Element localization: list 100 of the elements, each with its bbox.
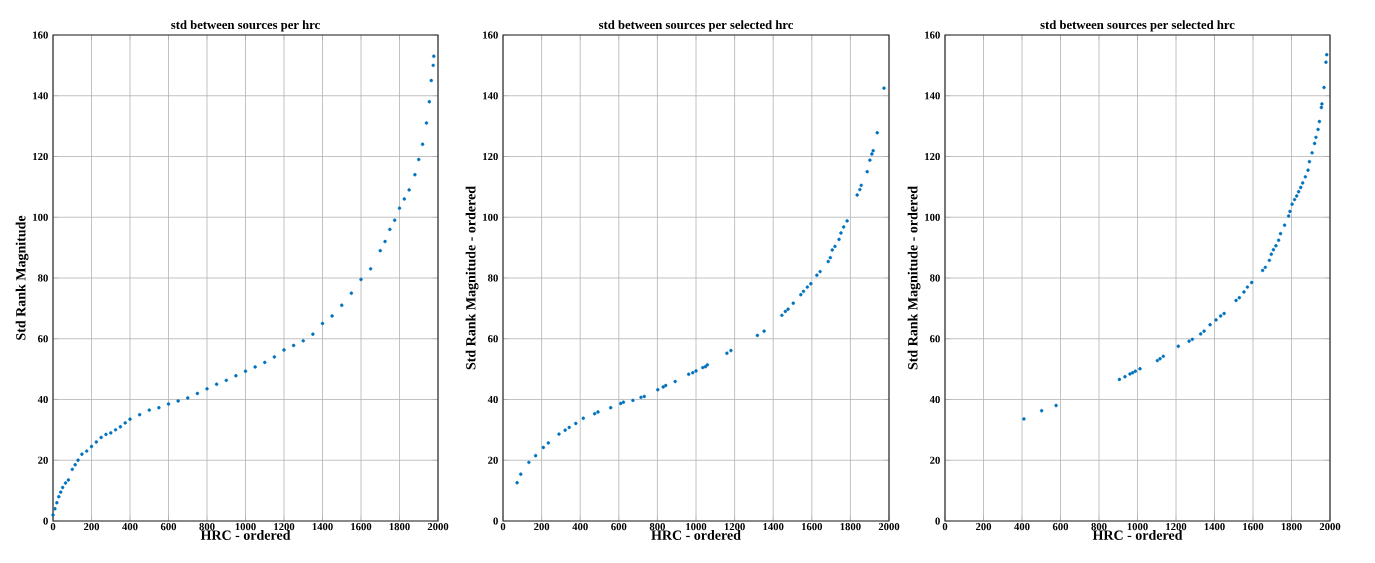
point [1218,314,1223,318]
point [1249,280,1254,285]
point [619,401,623,406]
y-tick-label: 0 [43,517,48,525]
x-tick-label: 1000 [235,523,256,531]
x-axis-title: HRC - ordered [1092,530,1183,540]
y-tick-label: 60 [929,335,940,343]
point [780,313,784,318]
point [1130,371,1135,375]
x-tick-label: 600 [160,523,177,531]
point [596,410,600,414]
point [882,86,886,90]
point [1316,127,1320,132]
point [1306,168,1310,172]
y-tick-label: 0 [935,517,940,525]
y-axis-title: Std Rank Magnitude [15,215,29,340]
x-tick-label: 800 [1091,523,1107,531]
point [581,416,586,421]
point [515,480,519,485]
point [527,460,531,465]
point [686,372,691,377]
point [1214,318,1218,322]
point [1190,337,1195,342]
y-tick-label: 100 [33,213,48,221]
point [1155,358,1160,363]
point [1234,298,1238,303]
point [818,269,822,274]
y-tick-label: 0 [493,517,498,525]
x-tick-label: 0 [942,523,948,531]
point [859,183,863,188]
y-tick-label: 20 [488,456,498,464]
point [1187,339,1191,343]
point [1282,223,1287,227]
point [621,400,626,404]
point [1222,311,1226,316]
x-tick-label: 400 [122,523,138,531]
point [1324,53,1329,57]
point [1123,374,1127,379]
x-tick-label: 0 [500,523,506,531]
point [642,394,647,399]
x-tick-label: 200 [83,523,100,531]
point [546,441,551,445]
point [755,333,760,338]
point [1310,151,1314,155]
y-tick-label: 160 [925,31,940,39]
point [1176,344,1181,349]
x-tick-label: 1800 [840,523,861,531]
point [841,225,846,229]
x-tick-label: 400 [572,523,588,531]
x-tick-label: 600 [611,523,627,531]
x-tick-label: 1800 [389,523,410,531]
point [631,398,635,403]
x-tick-label: 0 [50,523,56,531]
point [1271,248,1276,252]
x-tick-label: 1200 [274,523,295,531]
y-tick-label: 120 [33,152,48,161]
point [1312,141,1317,146]
point [725,351,729,356]
point [1290,202,1294,206]
y-tick-label: 140 [925,92,940,100]
x-tick-label: 1800 [1281,523,1302,531]
x-tick-label: 1600 [1243,523,1264,531]
x-tick-label: 2000 [427,523,449,531]
x-tick-label: 2000 [1319,523,1341,531]
x-tick-label: 1600 [802,523,823,531]
point [1269,252,1274,257]
point [1288,209,1292,214]
point [1267,258,1272,263]
y-tick-label: 160 [33,31,48,39]
point [809,282,813,286]
point [1158,357,1162,361]
y-axis-title: Std Rank Magnitude - ordered [907,186,921,370]
chart-title: std between sources per selected hrc [1040,20,1235,32]
y-tick-label: 60 [37,335,48,343]
x-tick-label: 1000 [1127,523,1148,531]
y-tick-label: 40 [487,395,498,404]
y-axis-title: Std Rank Magnitude - ordered [465,186,479,370]
point [1242,290,1246,294]
point [1300,181,1305,185]
point [805,285,810,289]
point [837,237,841,242]
y-tick-label: 60 [487,335,498,343]
point [783,309,788,314]
y-tick-label: 120 [925,152,940,161]
point [799,292,803,297]
point [1292,197,1297,202]
y-tick-label: 100 [483,213,498,221]
point [1322,85,1326,90]
point [1314,135,1318,140]
x-tick-label: 400 [1014,523,1030,531]
point [1138,367,1142,371]
y-tick-label: 140 [33,92,48,100]
point [661,385,665,389]
point [1303,175,1308,179]
point [1245,285,1250,289]
point [1286,214,1291,218]
point [855,193,859,197]
point [845,219,849,223]
x-tick-label: 1400 [312,523,333,531]
y-tick-label: 20 [38,456,48,464]
